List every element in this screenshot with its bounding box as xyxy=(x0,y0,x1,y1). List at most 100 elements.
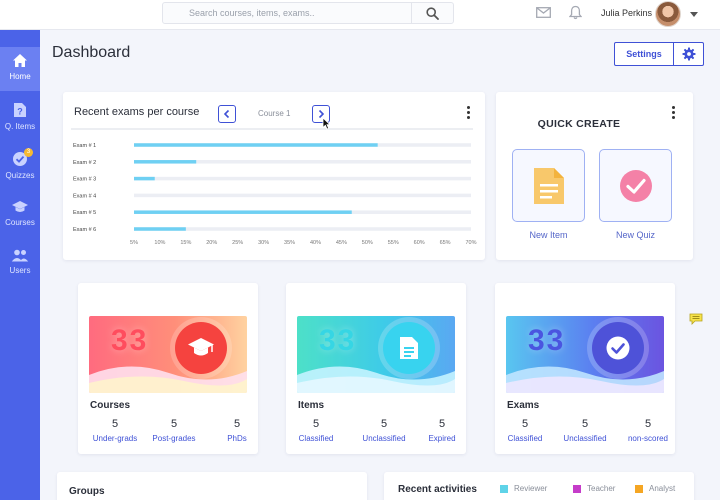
groups-title: Groups xyxy=(69,486,105,497)
x-tick-label: 55% xyxy=(388,240,399,246)
x-tick-label: 70% xyxy=(465,240,476,246)
check-circle-icon xyxy=(606,336,630,360)
legend-teacher: Teacher xyxy=(573,484,615,493)
category-label: Exam # 6 xyxy=(73,227,96,233)
exams-title: Exams xyxy=(507,400,540,411)
search-icon xyxy=(426,6,439,20)
metric-value: 5 xyxy=(644,418,652,430)
check-circle-icon xyxy=(619,169,652,202)
legend-label: Teacher xyxy=(587,484,616,493)
metric-value: 5 xyxy=(438,418,446,430)
chevron-down-icon[interactable] xyxy=(690,12,698,17)
x-tick-label: 30% xyxy=(258,240,269,246)
legend-analyst: Analyst xyxy=(635,484,675,493)
under-grads-metric: 5 Under-grads xyxy=(89,418,141,443)
groups-card: Groups xyxy=(57,472,367,500)
quizzes-badge: 3 xyxy=(24,148,33,157)
recent-exams-card: Recent exams per course Course 1 Exam # … xyxy=(63,92,485,260)
legend-label: Reviewer xyxy=(514,484,548,493)
category-label: Exam # 5 xyxy=(73,210,96,216)
x-tick-label: 25% xyxy=(232,240,243,246)
quick-create-menu-icon[interactable] xyxy=(672,106,676,119)
x-tick-label: 35% xyxy=(284,240,295,246)
metric-label[interactable]: Classified xyxy=(298,434,334,443)
settings-button[interactable]: Settings xyxy=(614,42,674,66)
legend-label: Analyst xyxy=(649,484,676,493)
legend-swatch xyxy=(500,484,508,493)
sidebar-item-q-items[interactable]: ? Q. Items xyxy=(0,96,40,140)
sidebar-item-courses[interactable]: Courses xyxy=(0,194,40,238)
exams-count: 33 xyxy=(528,324,566,357)
bell-icon[interactable] xyxy=(569,5,582,20)
sidebar-item-label: Courses xyxy=(5,218,35,227)
items-badge-circle xyxy=(383,322,435,374)
graduation-cap-icon xyxy=(188,338,214,356)
chevron-left-icon xyxy=(223,109,230,119)
search-input[interactable] xyxy=(163,3,413,23)
items-wave-decoration xyxy=(297,366,455,393)
items-title: Items xyxy=(298,400,325,411)
document-icon xyxy=(400,337,418,359)
sidebar-item-label: Home xyxy=(9,72,31,81)
bar[interactable] xyxy=(134,227,186,231)
courses-wave-decoration xyxy=(89,366,247,393)
exams-classified-metric: 5 Classified xyxy=(504,418,546,443)
category-label: Exam # 2 xyxy=(73,160,96,166)
exams-menu-icon[interactable] xyxy=(467,106,471,119)
sidebar-item-home[interactable]: Home xyxy=(0,47,40,91)
category-label: Exam # 3 xyxy=(73,177,96,183)
bar[interactable] xyxy=(134,143,378,147)
legend-swatch xyxy=(635,484,643,493)
metric-label[interactable]: PhDs xyxy=(227,434,247,443)
metric-label[interactable]: non-scored xyxy=(627,434,669,443)
metric-value: 5 xyxy=(380,418,388,430)
exams-stat-card[interactable]: 33 Exams 5 Classified 5 Unclassified 5 n… xyxy=(495,283,675,454)
metric-value: 5 xyxy=(581,418,589,430)
users-icon xyxy=(11,249,29,262)
quick-create-card: QUICK CREATE New Item New Quiz xyxy=(496,92,693,260)
new-quiz-label[interactable]: New Quiz xyxy=(615,230,655,240)
svg-text:?: ? xyxy=(17,107,23,117)
document-icon xyxy=(533,167,564,204)
courses-count: 33 xyxy=(111,324,149,357)
metric-value: 5 xyxy=(170,418,178,430)
phds-metric: 5 PhDs xyxy=(218,418,256,443)
quick-create-title: QUICK CREATE xyxy=(537,118,621,130)
previous-course-button[interactable] xyxy=(218,105,236,123)
search-button[interactable] xyxy=(411,3,453,23)
metric-label[interactable]: Unclassified xyxy=(362,434,406,443)
bar[interactable] xyxy=(134,176,155,181)
bar[interactable] xyxy=(134,210,352,214)
gear-button[interactable] xyxy=(674,42,704,66)
items-banner: 33 xyxy=(297,316,455,393)
metric-label[interactable]: Unclassified xyxy=(563,434,607,443)
bar[interactable] xyxy=(134,160,197,164)
x-tick-label: 45% xyxy=(336,240,347,246)
top-bar: Julia Perkins xyxy=(0,0,720,30)
recent-activities-card: Recent activities Reviewer Teacher Analy… xyxy=(384,472,694,500)
metric-label[interactable]: Classified xyxy=(507,434,543,443)
courses-title: Courses xyxy=(90,400,131,411)
new-quiz-button[interactable] xyxy=(599,149,672,222)
metric-value: 5 xyxy=(312,418,320,430)
avatar[interactable] xyxy=(655,1,681,27)
metric-label[interactable]: Expired xyxy=(428,434,456,443)
chat-icon[interactable] xyxy=(689,313,703,325)
courses-stat-card[interactable]: 33 Courses 5 Under-grads 5 Post-grades 5… xyxy=(78,283,258,454)
next-course-button[interactable] xyxy=(312,105,330,123)
user-name[interactable]: Julia Perkins xyxy=(601,8,653,18)
sidebar-item-users[interactable]: Users xyxy=(0,243,40,287)
search-box xyxy=(162,2,454,24)
courses-banner: 33 xyxy=(89,316,247,393)
items-stat-card[interactable]: 33 Items 5 Classified 5 Unclassified 5 E… xyxy=(286,283,466,454)
new-item-button[interactable] xyxy=(512,149,585,222)
sidebar-item-quizzes[interactable]: 3 Quizzes xyxy=(0,145,40,189)
question-file-icon: ? xyxy=(14,103,26,117)
new-item-label[interactable]: New Item xyxy=(529,230,568,240)
mail-icon[interactable] xyxy=(536,7,551,18)
metric-value: 5 xyxy=(521,418,529,430)
metric-label[interactable]: Under-grads xyxy=(92,434,138,443)
metric-label[interactable]: Post-grades xyxy=(152,434,196,443)
sidebar-item-label: Q. Items xyxy=(4,122,36,131)
quiz-check-icon xyxy=(13,152,27,166)
